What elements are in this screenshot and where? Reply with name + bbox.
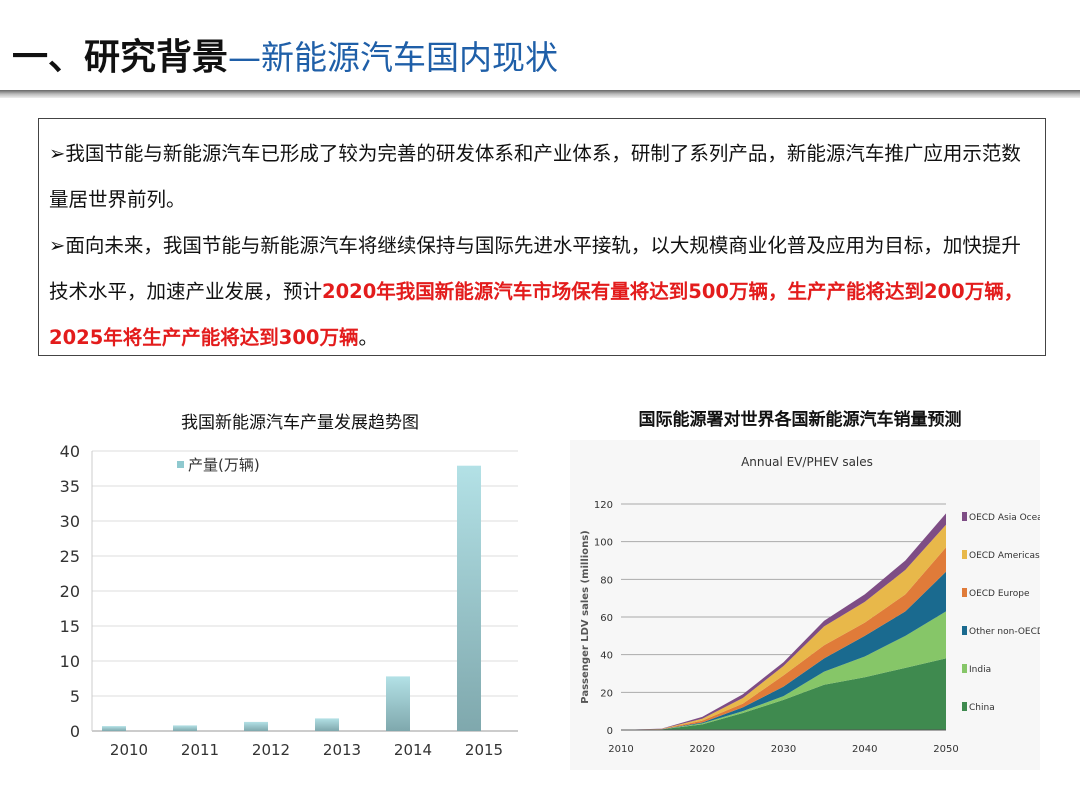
legend-swatch xyxy=(962,626,967,635)
area-chart-title: Annual EV/PHEV sales xyxy=(741,455,873,469)
bar-2015 xyxy=(457,465,481,731)
legend-swatch xyxy=(962,664,967,673)
y-tick-label: 30 xyxy=(60,512,80,531)
y-tick-label: 35 xyxy=(60,477,80,496)
bar-chart-title: 我国新能源汽车产量发展趋势图 xyxy=(181,413,419,433)
bar-2012 xyxy=(244,721,268,731)
x-tick-label: 2020 xyxy=(690,744,715,755)
paragraph-2: ➢面向未来，我国节能与新能源汽车将继续保持与国际先进水平接轨，以大规模商业化普及… xyxy=(49,223,1035,361)
paragraph-1: ➢我国节能与新能源汽车已形成了较为完善的研发体系和产业体系，研制了系列产品，新能… xyxy=(49,142,1021,211)
y-tick-label: 10 xyxy=(60,652,80,671)
y-tick-label: 40 xyxy=(60,442,80,461)
legend-swatch xyxy=(962,512,967,521)
y-tick-label: 0 xyxy=(70,722,80,741)
legend-label: 产量(万辆) xyxy=(188,456,260,474)
slide-title: 一、研究背景—新能源汽车国内现状 xyxy=(12,28,558,80)
y-tick-label: 5 xyxy=(70,687,80,706)
x-tick-label: 2015 xyxy=(465,741,503,759)
legend-label: China xyxy=(969,703,995,713)
y-tick-label: 0 xyxy=(607,726,613,737)
y-tick-label: 20 xyxy=(60,582,80,601)
area-chart-caption: 国际能源署对世界各国新能源汽车销量预测 xyxy=(638,410,962,430)
bar-chart: 0 5 10 15 20 25 30 35 40 2010 2011 2012 2013 2014 2015… xyxy=(60,442,518,759)
legend-swatch xyxy=(962,702,967,711)
x-tick-label: 2014 xyxy=(394,741,432,759)
y-tick-label: 120 xyxy=(594,500,613,511)
legend-label: India xyxy=(969,665,991,675)
legend-label: OECD Americas xyxy=(969,551,1040,561)
y-tick-label: 40 xyxy=(600,651,613,662)
title-sub: —新能源汽车国内现状 xyxy=(228,38,559,77)
legend-label: Other non-OECD xyxy=(969,627,1040,637)
x-tick-label: 2013 xyxy=(323,741,361,759)
y-tick-label: 25 xyxy=(60,547,80,566)
legend-swatch xyxy=(962,550,967,559)
legend-swatch xyxy=(177,461,184,468)
x-tick-label: 2010 xyxy=(608,744,633,755)
x-tick-label: 2030 xyxy=(771,744,796,755)
bar-2013 xyxy=(315,718,339,731)
legend-swatch xyxy=(962,588,967,597)
y-tick-label: 60 xyxy=(600,613,613,624)
x-tick-label: 2010 xyxy=(110,741,148,759)
title-divider xyxy=(0,90,1080,98)
text-box: ➢我国节能与新能源汽车已形成了较为完善的研发体系和产业体系，研制了系列产品，新能… xyxy=(38,118,1046,356)
y-tick-label: 15 xyxy=(60,617,80,636)
area-china xyxy=(621,658,946,730)
x-tick-label: 2012 xyxy=(252,741,290,759)
y-tick-label: 100 xyxy=(594,538,613,549)
legend-label: OECD Asia Oceania xyxy=(969,513,1040,523)
x-tick-label: 2040 xyxy=(852,744,877,755)
y-tick-label: 20 xyxy=(600,688,613,699)
bar-2014 xyxy=(386,676,410,731)
area-india xyxy=(621,611,946,730)
paragraph-2-highlight: 2020年我国新能源汽车市场保有量将达到500万辆，生产产能将达到200万辆，2… xyxy=(49,280,1024,349)
bar-2010 xyxy=(102,726,126,731)
paragraph-2-end: 。 xyxy=(358,326,378,349)
x-tick-label: 2050 xyxy=(933,744,958,755)
paragraph-2-text: ➢面向未来，我国节能与新能源汽车将继续保持与国际先进水平接轨，以大规模商业化普及… xyxy=(49,234,1021,303)
x-tick-label: 2011 xyxy=(181,741,219,759)
bar-2011 xyxy=(173,725,197,731)
y-axis-label: Passenger LDV sales (millions) xyxy=(580,530,591,703)
title-main: 一、研究背景 xyxy=(12,37,229,78)
legend-label: OECD Europe xyxy=(969,589,1030,599)
y-tick-label: 80 xyxy=(600,575,613,586)
